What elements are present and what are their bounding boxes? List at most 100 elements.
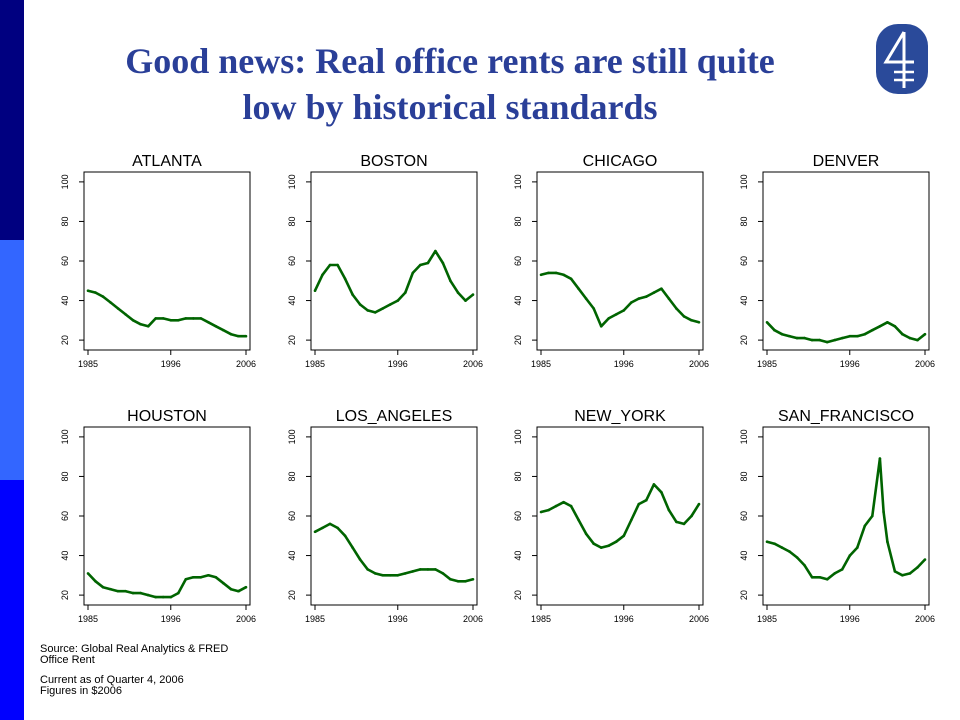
data-point bbox=[396, 574, 400, 577]
data-point bbox=[321, 526, 324, 530]
data-point bbox=[780, 546, 784, 549]
data-point bbox=[366, 309, 370, 312]
data-point bbox=[577, 518, 580, 522]
data-point bbox=[434, 568, 437, 571]
data-point bbox=[690, 514, 693, 518]
data-point bbox=[464, 299, 467, 302]
units-note: Figures in $2006 bbox=[40, 685, 122, 697]
x-tick-label: 2006 bbox=[915, 359, 935, 369]
y-tick-label: 80 bbox=[287, 471, 297, 481]
data-point bbox=[690, 319, 693, 322]
data-point bbox=[547, 508, 550, 512]
data-point bbox=[923, 558, 927, 561]
four-logo-icon bbox=[876, 24, 928, 94]
data-point bbox=[637, 297, 641, 300]
x-tick-label: 1996 bbox=[614, 614, 634, 624]
x-tick-label: 1985 bbox=[757, 614, 777, 624]
data-point bbox=[599, 546, 603, 549]
data-point bbox=[825, 578, 829, 581]
data-point bbox=[901, 574, 904, 577]
y-tick-label: 100 bbox=[60, 174, 70, 189]
y-tick-label: 60 bbox=[60, 511, 70, 521]
data-point bbox=[328, 263, 332, 267]
data-point bbox=[562, 273, 565, 277]
data-point bbox=[539, 273, 543, 277]
data-point bbox=[161, 317, 165, 320]
data-point bbox=[871, 328, 874, 332]
rent-series-line bbox=[766, 320, 926, 344]
data-point bbox=[177, 319, 180, 322]
rent-series-line bbox=[540, 483, 701, 549]
data-point bbox=[456, 291, 460, 294]
data-point bbox=[199, 576, 203, 579]
data-point bbox=[630, 518, 633, 522]
data-point bbox=[351, 546, 354, 549]
data-point bbox=[237, 334, 240, 338]
chart-panel: DENVER 20 40 60 80 100 1985 1996 2006 bbox=[739, 153, 935, 369]
data-point bbox=[456, 580, 460, 583]
y-tick-label: 100 bbox=[287, 429, 297, 444]
data-point bbox=[622, 534, 626, 538]
y-tick-label: 60 bbox=[60, 256, 70, 266]
data-point bbox=[139, 591, 142, 595]
data-point bbox=[154, 595, 157, 599]
data-point bbox=[878, 457, 882, 460]
x-tick-label: 1985 bbox=[531, 359, 551, 369]
chart-title: NEW_YORK bbox=[574, 408, 666, 425]
chart-title: LOS_ANGELES bbox=[336, 408, 453, 425]
data-point bbox=[396, 299, 400, 302]
chart-panel: LOS_ANGELES 20 40 60 80 100 1985 1996 2006 bbox=[287, 408, 483, 624]
data-point bbox=[229, 332, 233, 336]
x-tick-label: 1985 bbox=[305, 614, 325, 624]
data-point bbox=[833, 572, 836, 575]
x-tick-label: 1985 bbox=[78, 359, 98, 369]
data-point bbox=[667, 508, 671, 512]
y-tick-label: 40 bbox=[60, 551, 70, 561]
y-tick-label: 20 bbox=[739, 590, 749, 600]
chart-panel: BOSTON 20 40 60 80 100 1985 1996 2006 bbox=[287, 153, 483, 369]
data-point bbox=[882, 510, 885, 514]
y-tick-label: 100 bbox=[739, 174, 749, 189]
data-point bbox=[313, 530, 317, 534]
data-point bbox=[840, 568, 844, 571]
sidebar-bar-blue bbox=[0, 480, 24, 720]
footer-notes: Source: Global Real Analytics & FRED Off… bbox=[40, 644, 228, 697]
chart-panel: NEW_YORK 20 40 60 80 100 1985 1996 2006 bbox=[513, 408, 709, 624]
data-point bbox=[856, 334, 859, 338]
y-tick-label: 60 bbox=[513, 256, 523, 266]
sidebar-bar-dark bbox=[0, 0, 24, 240]
data-point bbox=[207, 321, 210, 324]
data-point bbox=[607, 317, 610, 320]
data-point bbox=[214, 576, 218, 579]
rent-series-line bbox=[87, 289, 246, 338]
data-point bbox=[419, 568, 422, 571]
rent-series-line bbox=[313, 249, 474, 314]
data-point bbox=[577, 287, 580, 291]
current-note: Current as of Quarter 4, 2006 bbox=[40, 674, 184, 686]
data-point bbox=[419, 263, 422, 267]
y-tick-label: 80 bbox=[287, 216, 297, 226]
data-point bbox=[592, 542, 595, 545]
data-point bbox=[682, 315, 686, 318]
data-point bbox=[381, 307, 385, 310]
data-point bbox=[411, 271, 415, 275]
data-point bbox=[908, 336, 912, 340]
data-point bbox=[697, 321, 701, 324]
data-point bbox=[645, 295, 648, 298]
data-point bbox=[569, 277, 573, 281]
data-point bbox=[667, 297, 671, 300]
data-point bbox=[426, 261, 430, 265]
x-tick-label: 1985 bbox=[78, 614, 98, 624]
data-point bbox=[131, 591, 135, 595]
data-point bbox=[109, 301, 112, 304]
x-tick-label: 2006 bbox=[689, 614, 709, 624]
data-point bbox=[833, 338, 836, 342]
data-point bbox=[434, 249, 437, 253]
chart-title: HOUSTON bbox=[127, 408, 207, 425]
data-point bbox=[464, 580, 467, 583]
data-point bbox=[554, 271, 558, 275]
data-point bbox=[916, 566, 919, 569]
data-point bbox=[584, 532, 588, 536]
data-point bbox=[86, 572, 90, 575]
